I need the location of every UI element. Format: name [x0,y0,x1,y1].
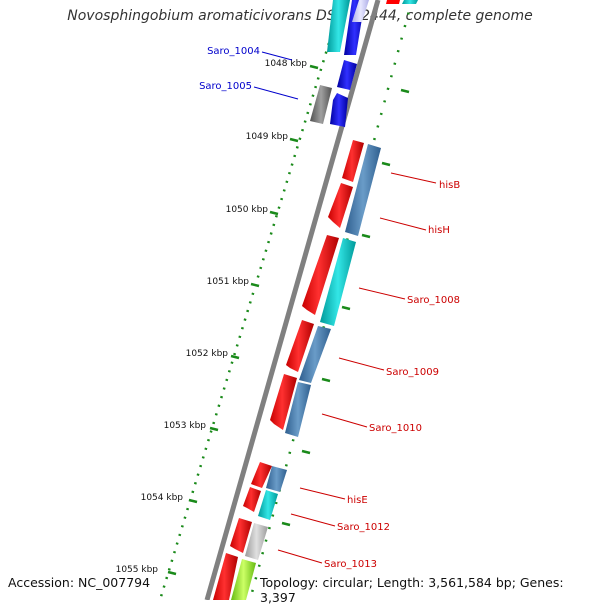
cds-feature-light-gray [245,523,268,560]
cds-feature-green [231,559,256,600]
leader-line [277,549,323,564]
cds-feature-blue [330,93,348,127]
outer-tick [281,521,291,527]
accession-label: Accession: NC_007794 [8,575,151,590]
cds-feature-steelblue [285,382,311,437]
label-leaders [253,51,437,564]
kbp-tick [250,282,260,288]
cds-feature-steelblue [266,466,287,492]
kbp-tick [230,354,240,360]
kbp-label: 1055 kbp [116,565,159,575]
cds-feature-red [342,140,364,182]
kbp-label: 1049 kbp [246,132,289,142]
gene-label-hisb[interactable]: hisB [439,180,460,191]
cds-feature-steelblue [299,326,331,383]
gene-label-saro-1010[interactable]: Saro_1010 [369,423,422,434]
gene-label-hise[interactable]: hisE [347,495,368,506]
cog-feature-track [231,144,381,600]
cds-feature-red [270,374,297,430]
outer-tick [381,161,391,167]
leader-line [338,357,385,371]
gene-labels: Saro_1004 Saro_1005 hisB hisH Saro_1008 … [199,46,460,570]
gene-label-saro-1005[interactable]: Saro_1005 [199,81,252,92]
outer-tick [321,377,331,383]
kbp-label: 1048 kbp [265,59,308,69]
gene-label-saro-1004[interactable]: Saro_1004 [207,46,260,57]
gene-label-hish[interactable]: hisH [428,225,450,236]
kbp-tick [167,570,177,576]
cds-feature-red [243,487,261,512]
kbp-tick [289,137,299,143]
kbp-label: 1051 kbp [207,277,250,287]
kbp-label: 1054 kbp [141,493,184,503]
kbp-label: 1053 kbp [164,421,207,431]
leader-line [358,287,406,300]
kbp-label: 1050 kbp [226,205,269,215]
cds-feature-red [230,518,252,553]
kbp-tick [269,210,279,216]
map-title: Novosphingobium aromaticivorans DSM 1244… [67,8,533,24]
cds-feature-red [302,235,339,315]
outer-tick [301,449,311,455]
kbp-tick [188,498,198,504]
cds-feature-lavender [352,0,369,22]
leader-line [261,51,293,61]
kbp-label: 1052 kbp [186,349,229,359]
outer-tick [341,305,351,311]
leader-line [299,487,346,500]
leader-line [290,513,336,527]
leader-line [321,413,368,428]
cds-feature-cyan [320,238,356,326]
leader-line [390,172,437,184]
cds-feature-red [286,320,314,372]
kbp-ruler [158,0,414,600]
cds-feature-red [386,0,400,4]
cds-feature-cyan [402,0,418,4]
kbp-labels: 1048 kbp 1049 kbp 1050 kbp 1051 kbp 1052… [116,59,308,575]
cds-feature-red [328,183,353,228]
cds-feature-steelblue [345,144,381,236]
cds-feature-red [213,553,238,600]
cds-feature-red [251,462,272,488]
outer-tick [400,88,410,94]
cds-feature-gray [310,85,332,124]
cds-feature-cyan [327,0,350,52]
gene-label-saro-1008[interactable]: Saro_1008 [407,295,460,306]
kbp-tick [309,64,319,70]
cds-feature-blue [337,60,357,90]
outer-tick [361,233,371,239]
leader-line [253,86,299,100]
gene-label-saro-1013[interactable]: Saro_1013 [324,559,377,570]
gene-label-saro-1012[interactable]: Saro_1012 [337,522,390,533]
cds-feature-cyan [258,490,278,520]
kbp-tick [209,426,219,432]
gene-label-saro-1009[interactable]: Saro_1009 [386,367,439,378]
genome-backbone [204,0,381,600]
red-cds-track [213,140,364,600]
leader-line [379,217,427,231]
topology-label: Topology: circular; Length: 3,561,584 bp… [260,575,564,605]
